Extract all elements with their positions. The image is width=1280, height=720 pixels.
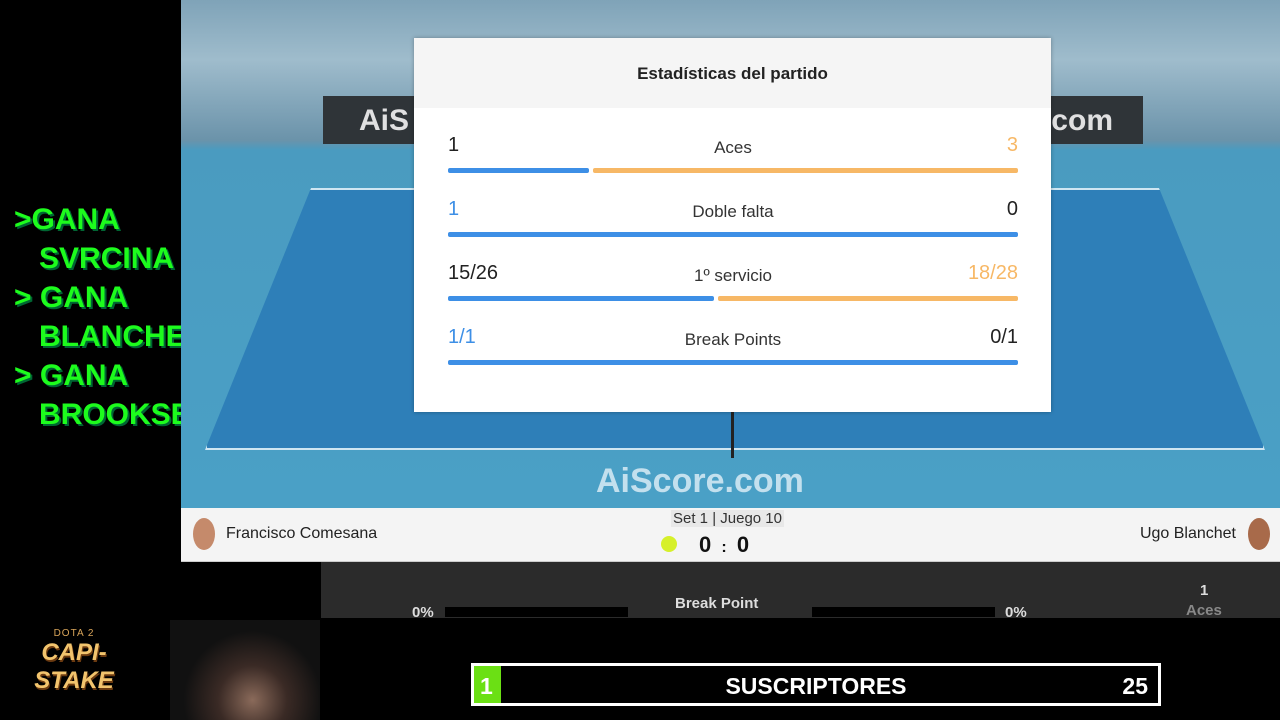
picks-overlay: >GANA SVRCINA > GANA BLANCHET > GANA BRO… bbox=[14, 200, 212, 434]
stat-right-value: 18/28 bbox=[967, 262, 1018, 284]
logo-top: DOTA 2 bbox=[53, 628, 95, 639]
subscriber-current: 1 bbox=[480, 673, 493, 699]
set-info: Set 1 | Juego 10 bbox=[671, 510, 784, 527]
stat-right-value: 0 bbox=[1006, 198, 1018, 220]
game-score: 0 : 0 bbox=[699, 532, 751, 558]
channel-logo: DOTA 2 CAPI-STAKE bbox=[14, 628, 134, 695]
match-stats-panel: Estadísticas del partido 1 Aces 3 1 Dobl… bbox=[414, 38, 1051, 412]
pick-line: > GANA bbox=[14, 359, 129, 392]
score-separator: : bbox=[721, 539, 729, 556]
left-bar bbox=[445, 607, 628, 617]
right-bar bbox=[812, 607, 995, 617]
stat-row: 15/26 1º servicio 18/28 bbox=[448, 262, 1018, 312]
watermark: AiScore.com bbox=[596, 462, 804, 500]
banner-text-right: .com bbox=[1042, 104, 1113, 137]
player-right-avatar bbox=[1248, 518, 1270, 550]
stat-left-bar bbox=[448, 360, 1018, 365]
banner-text: AiS bbox=[359, 104, 410, 137]
stat-right-bar bbox=[718, 296, 1018, 301]
stat-label: Break Points bbox=[684, 330, 782, 349]
stat-right-bar bbox=[593, 168, 1018, 173]
stat-row: 1/1 Break Points 0/1 bbox=[448, 326, 1018, 376]
subscriber-progress-fill bbox=[474, 666, 502, 703]
stat-row: 1 Aces 3 bbox=[448, 134, 1018, 184]
right-percent: 0% bbox=[1005, 604, 1027, 621]
stat-left-bar bbox=[448, 296, 714, 301]
panel-title: Estadísticas del partido bbox=[414, 38, 1051, 108]
player-left-avatar bbox=[193, 518, 215, 550]
stat-left-bar bbox=[448, 168, 589, 173]
stat-label: Doble falta bbox=[692, 202, 774, 221]
logo-name: CAPI-STAKE bbox=[34, 639, 114, 694]
strip-label: Break Point bbox=[675, 595, 759, 612]
stat-right-value: 3 bbox=[1006, 134, 1018, 156]
stat-left-value: 1/1 bbox=[448, 326, 476, 348]
subscriber-label: SUSCRIPTORES bbox=[725, 673, 907, 699]
stat-row: 1 Doble falta 0 bbox=[448, 198, 1018, 248]
stat-right-value: 0/1 bbox=[990, 326, 1018, 348]
stat-label: 1º servicio bbox=[693, 266, 772, 285]
stat-left-bar bbox=[448, 232, 1018, 237]
stats-strip: 0% Break Point 0% 1 Aces bbox=[321, 562, 1280, 621]
subscriber-goal-bar: 1 SUSCRIPTORES 25 bbox=[471, 663, 1161, 706]
subscriber-goal: 25 bbox=[1122, 673, 1148, 699]
stat-label: Aces bbox=[714, 138, 752, 157]
aces-label: Aces bbox=[1186, 602, 1222, 619]
left-percent: 0% bbox=[412, 604, 434, 621]
pick-line: > GANA bbox=[14, 281, 129, 314]
aces-value: 1 bbox=[1200, 582, 1209, 599]
score-right: 0 bbox=[736, 532, 752, 557]
scoreboard: Francisco Comesana Set 1 | Juego 10 0 : … bbox=[181, 508, 1280, 562]
pick-line: SVRCINA bbox=[14, 242, 175, 275]
pick-line: >GANA bbox=[14, 203, 120, 236]
score-left: 0 bbox=[699, 532, 714, 557]
pick-line: BLANCHET bbox=[14, 320, 204, 353]
court-net bbox=[731, 410, 734, 458]
webcam-feed bbox=[170, 620, 320, 720]
stat-left-value: 15/26 bbox=[448, 262, 499, 284]
player-right-name: Ugo Blanchet bbox=[1139, 525, 1236, 542]
stat-left-value: 1 bbox=[448, 134, 460, 156]
stat-left-value: 1 bbox=[448, 198, 460, 220]
tennis-ball-icon bbox=[661, 536, 677, 552]
player-left-name: Francisco Comesana bbox=[226, 525, 378, 542]
